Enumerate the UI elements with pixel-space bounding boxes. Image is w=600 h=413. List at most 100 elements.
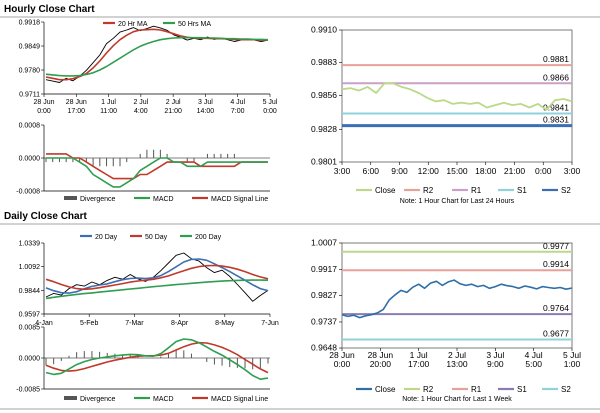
hourly-price-ytick-label: 0.9918 bbox=[19, 20, 41, 27]
hourly-price-xtick-label: 14:00 bbox=[197, 108, 215, 115]
daily-levels-xtick-label: 4 Jul bbox=[525, 350, 543, 360]
daily-macd-legend-item-swatch bbox=[64, 396, 77, 400]
daily-price-xtick-label: 7-Mar bbox=[125, 320, 144, 327]
daily-levels-ytick-label: 0.9827 bbox=[311, 290, 337, 300]
hourly-levels-xtick-label: 6:00 bbox=[362, 166, 379, 176]
hourly-levels-xtick-label: 12:00 bbox=[418, 166, 440, 176]
hourly-macd-legend-item-label: MACD bbox=[153, 196, 174, 203]
daily-price-xtick-label: 7-Jun bbox=[261, 320, 279, 327]
hourly-price-series-line bbox=[45, 36, 269, 77]
daily-price-xtick-label: 8-May bbox=[215, 320, 235, 327]
hourly-price-xtick-label: 4:00 bbox=[134, 108, 148, 115]
daily-macd-legend-item-label: Divergence bbox=[80, 396, 116, 403]
hourly-levels-xtick-label: 21:00 bbox=[504, 166, 526, 176]
hourly-macd-signal-line bbox=[46, 153, 268, 180]
hourly-price-legend-item-label: 20 Hr MA bbox=[118, 21, 148, 28]
daily-levels-xtick-label: 0:00 bbox=[334, 359, 351, 369]
daily-levels-ytick-label: 1.0007 bbox=[311, 238, 337, 248]
daily-macd-legend-item-label: MACD bbox=[153, 396, 174, 403]
hourly-levels-level-s2-label: 0.9831 bbox=[543, 115, 569, 125]
daily-levels-xtick-label: 28 Jun bbox=[329, 350, 355, 360]
daily-macd-macd-line bbox=[45, 338, 269, 381]
hourly-levels-level-s1-label: 0.9841 bbox=[543, 103, 569, 113]
daily-levels-legend-item-label: R2 bbox=[423, 385, 434, 394]
daily-levels-legend-item-label: S1 bbox=[517, 385, 527, 394]
daily-price-legend-item-label: 20 Day bbox=[95, 234, 118, 241]
hourly-levels-legend-item-label: R1 bbox=[471, 186, 482, 195]
hourly-price-ytick-label: 0.9711 bbox=[19, 92, 40, 99]
hourly-macd-legend-item-label: Divergence bbox=[80, 196, 116, 203]
hourly-price-series-line bbox=[45, 28, 268, 81]
hourly-macd-legend-item-swatch bbox=[64, 196, 77, 200]
hourly-price-legend-item-label: 50 Hrs MA bbox=[178, 21, 211, 28]
daily-levels-note: Note: 1 Hour Chart for Last 1 Week bbox=[402, 396, 512, 403]
hourly-price-xtick-label: 7:00 bbox=[231, 108, 245, 115]
hourly-price-xtick-label: 3 Jul bbox=[198, 99, 213, 106]
hourly-price-ytick-label: 0.9780 bbox=[19, 68, 41, 75]
daily-price-ytick-label: 1.0339 bbox=[19, 241, 41, 248]
daily-macd-signal-line bbox=[45, 341, 269, 374]
daily-levels-xtick-label: 3 Jul bbox=[486, 350, 504, 360]
daily-levels-xtick-label: 1 Jul bbox=[410, 350, 428, 360]
hourly-macd-ytick-label: 0.0000 bbox=[19, 156, 41, 163]
daily-levels-xtick-label: 17:00 bbox=[408, 359, 430, 369]
hourly-levels-close-line bbox=[341, 82, 573, 111]
hourly-price-xtick-label: 1 Jul bbox=[101, 99, 116, 106]
daily-levels-xtick-label: 2 Jul bbox=[448, 350, 466, 360]
hourly-macd-legend-item-label: MACD Signal Line bbox=[211, 196, 268, 203]
hourly-price-xtick-label: 2 Jul bbox=[166, 99, 181, 106]
hourly-levels-note: Note: 1 Hour Chart for Last 24 Hours bbox=[400, 198, 515, 205]
hourly-macd-chart: 0.0008 0.0000 -0.0008 Divergence MACD MACD Si… bbox=[16, 123, 270, 203]
daily-price-series-line bbox=[45, 264, 269, 291]
daily-levels-xtick-label: 5 Jul bbox=[563, 350, 581, 360]
daily-macd-chart: 0.0085 0.0000 -0.0085 Divergence MACD MACD Si… bbox=[16, 325, 270, 403]
hourly-levels-ytick-label: 0.9856 bbox=[311, 90, 337, 100]
hourly-price-xtick-label: 11:00 bbox=[100, 108, 117, 115]
daily-levels-ytick-label: 0.9917 bbox=[311, 264, 337, 274]
daily-macd-ytick-label: 0.0085 bbox=[19, 325, 41, 332]
hourly-levels-xtick-label: 15:00 bbox=[446, 166, 468, 176]
hourly-levels-level-r1-label: 0.9866 bbox=[543, 72, 569, 82]
daily-levels-ytick-label: 0.9648 bbox=[311, 343, 337, 353]
daily-section-title: Daily Close Chart bbox=[4, 211, 87, 222]
hourly-price-xtick-label: 5 Jul bbox=[263, 99, 278, 106]
hourly-levels-xtick-label: 3:00 bbox=[334, 166, 351, 176]
daily-levels-plot-frame bbox=[341, 242, 573, 349]
daily-price-series-line bbox=[45, 252, 269, 302]
daily-levels-ytick-label: 0.9737 bbox=[311, 316, 337, 326]
daily-levels-xtick-label: 28 Jun bbox=[368, 350, 394, 360]
hourly-price-xtick-label: 17:00 bbox=[68, 108, 86, 115]
hourly-levels-legend-item-label: R2 bbox=[423, 186, 434, 195]
daily-price-ytick-label: 0.9844 bbox=[19, 288, 41, 295]
daily-price-legend-item-label: 50 Day bbox=[145, 234, 168, 241]
hourly-macd-ytick-label: -0.0008 bbox=[16, 189, 40, 196]
hourly-levels-xtick-label: 0:00 bbox=[535, 166, 552, 176]
daily-price-series-line bbox=[45, 279, 269, 300]
hourly-levels-legend-item-label: Close bbox=[375, 186, 396, 195]
daily-levels-level-r1-label: 0.9914 bbox=[543, 259, 569, 269]
daily-macd-ytick-label: 0.0000 bbox=[19, 356, 41, 363]
daily-levels-xtick-label: 5:00 bbox=[525, 359, 542, 369]
hourly-price-xtick-label: 28 Jun bbox=[66, 99, 87, 106]
hourly-price-xtick-label: 4 Jul bbox=[230, 99, 245, 106]
hourly-levels-legend-item-label: S1 bbox=[517, 186, 527, 195]
hourly-levels-plot-frame bbox=[341, 29, 573, 163]
hourly-price-xtick-label: 0:00 bbox=[263, 108, 277, 115]
daily-levels-level-s2-label: 0.9677 bbox=[543, 329, 569, 339]
hourly-levels-xtick-label: 9:00 bbox=[391, 166, 408, 176]
daily-levels-level-r2-label: 0.9977 bbox=[543, 241, 569, 251]
hourly-price-series-line bbox=[45, 25, 269, 83]
daily-price-xtick-label: 8-Apr bbox=[171, 320, 189, 327]
hourly-levels-ytick-label: 0.9910 bbox=[311, 25, 337, 35]
daily-levels-xtick-label: 1:00 bbox=[564, 359, 581, 369]
daily-levels-legend-item-label: Close bbox=[375, 385, 396, 394]
daily-price-series-line bbox=[45, 258, 269, 294]
daily-levels-level-s1-label: 0.9764 bbox=[543, 303, 569, 313]
hourly-levels-ytick-label: 0.9801 bbox=[311, 157, 337, 167]
hourly-macd-macd-line bbox=[46, 157, 268, 188]
daily-price-ytick-label: 1.0092 bbox=[19, 264, 41, 271]
